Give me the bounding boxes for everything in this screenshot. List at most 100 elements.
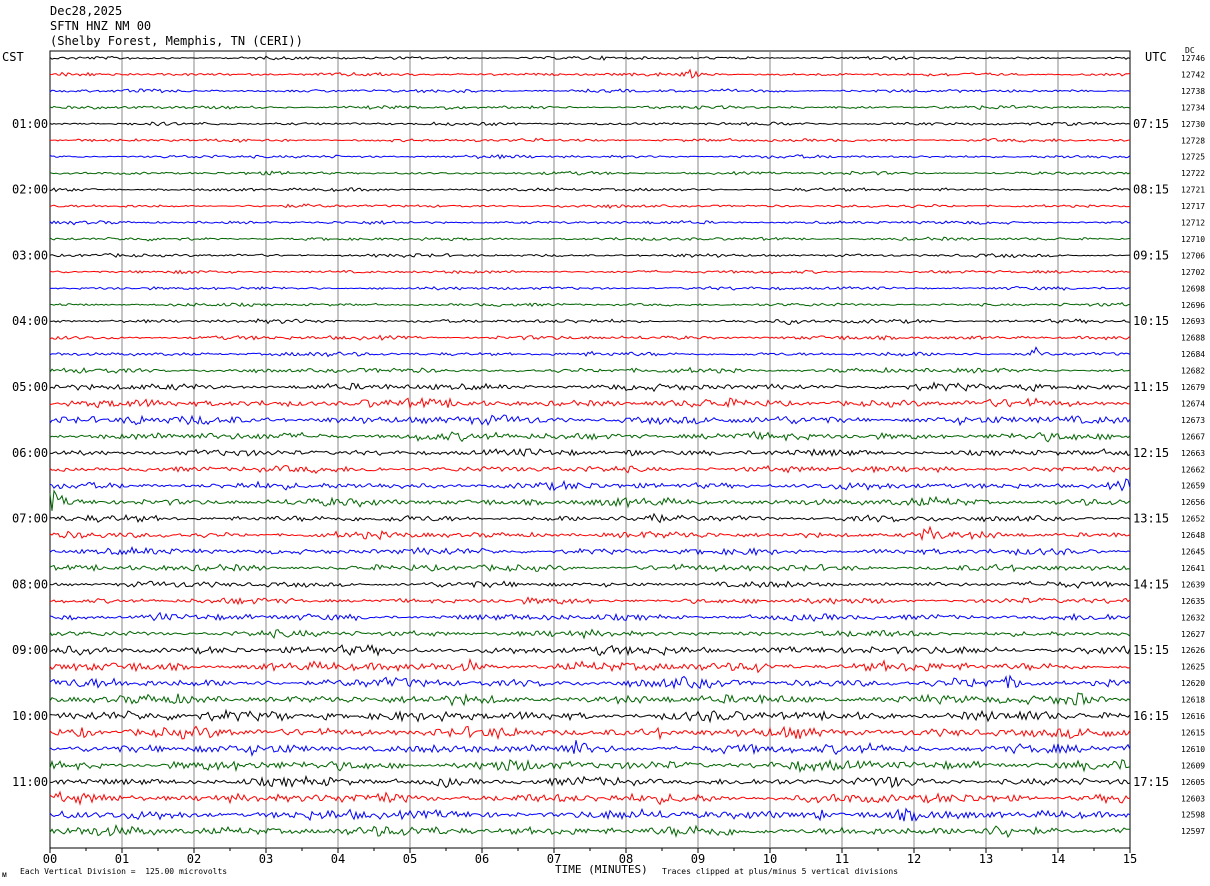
x-axis-title: TIME (MINUTES): [555, 863, 648, 876]
trace-row-45: [49, 774, 1131, 789]
dc-value-label: 12605: [1181, 778, 1205, 787]
dc-value-label: 12610: [1181, 745, 1205, 754]
trace-row-19: [49, 346, 1131, 358]
dc-value-label: 12662: [1181, 465, 1205, 474]
trace-row-34: [49, 596, 1131, 606]
right-hour-label: 13:15: [1133, 512, 1169, 526]
trace-row-22: [49, 396, 1130, 410]
right-hour-label: 17:15: [1133, 775, 1169, 789]
dc-value-label: 12603: [1181, 794, 1205, 803]
x-tick-label: 06: [475, 852, 489, 866]
dc-value-label: 12615: [1181, 728, 1205, 737]
left-hour-label: 04:00: [12, 314, 48, 328]
trace-row-41: [49, 708, 1131, 724]
x-tick-label: 11: [835, 852, 849, 866]
trace-row-29: [49, 512, 1131, 524]
dc-label: DC: [1185, 46, 1195, 55]
dc-value-label: 12702: [1181, 268, 1205, 277]
x-tick-label: 02: [187, 852, 201, 866]
trace-row-43: [49, 740, 1131, 757]
dc-value-label: 12712: [1181, 219, 1205, 228]
dc-value-label: 12597: [1181, 827, 1205, 836]
dc-value-label: 12698: [1181, 284, 1205, 293]
right-hour-label: 12:15: [1133, 446, 1169, 460]
trace-row-20: [49, 366, 1131, 374]
x-tick-label: 07: [547, 852, 561, 866]
x-tick-label: 04: [331, 852, 345, 866]
trace-row-4: [49, 104, 1131, 110]
dc-value-label: 12710: [1181, 235, 1205, 244]
trace-row-25: [49, 448, 1131, 458]
dc-value-label: 12746: [1181, 54, 1205, 63]
trace-row-40: [49, 692, 1131, 707]
x-tick-label: 03: [259, 852, 273, 866]
header-location: (Shelby Forest, Memphis, TN (CERI)): [50, 34, 303, 48]
dc-value-label: 12639: [1181, 580, 1205, 589]
dc-value-label: 12632: [1181, 613, 1205, 622]
x-tick-label: 15: [1123, 852, 1137, 866]
header-station: SFTN HNZ NM 00: [50, 19, 152, 33]
dc-value-label: 12696: [1181, 301, 1205, 310]
left-hour-label: 01:00: [12, 117, 48, 131]
trace-row-11: [49, 219, 1131, 226]
dc-value-label: 12734: [1181, 103, 1205, 112]
dc-value-label: 12659: [1181, 482, 1205, 491]
right-hour-label: 10:15: [1133, 314, 1169, 328]
x-tick-label: 00: [43, 852, 57, 866]
dc-value-label: 12693: [1181, 317, 1205, 326]
dc-value-label: 12682: [1181, 367, 1205, 376]
left-hour-label: 03:00: [12, 248, 48, 262]
trace-row-10: [49, 203, 1131, 209]
trace-row-37: [49, 644, 1131, 657]
trace-row-12: [49, 236, 1131, 242]
x-tick-label: 01: [115, 852, 129, 866]
left-hour-label: 07:00: [12, 512, 48, 526]
trace-row-24: [49, 430, 1131, 443]
trace-row-9: [49, 187, 1131, 193]
trace-row-15: [49, 285, 1131, 291]
right-hour-label: 16:15: [1133, 709, 1169, 723]
trace-row-27: [49, 478, 1131, 492]
clip-note: Traces clipped at plus/minus 5 vertical …: [662, 867, 899, 876]
trace-row-6: [49, 137, 1131, 143]
trace-row-36: [49, 628, 1131, 640]
left-hour-label: 02:00: [12, 183, 48, 197]
trace-row-31: [49, 545, 1131, 557]
right-hour-label: 08:15: [1133, 183, 1169, 197]
trace-row-21: [49, 381, 1131, 393]
trace-row-7: [49, 154, 1131, 160]
trace-row-44: [49, 758, 1131, 774]
axis-labels: 00 01 02 03 04 05 06 07 08 09 10 11 12 13 14 15 12746 127…: [12, 54, 1205, 866]
trace-row-17: [49, 318, 1131, 325]
dc-value-label: 12641: [1181, 564, 1205, 573]
trace-row-30: [49, 525, 1131, 542]
trace-row-48: [49, 824, 1131, 839]
trace-row-35: [49, 611, 1131, 623]
trace-row-16: [49, 301, 1131, 308]
dc-value-label: 12618: [1181, 696, 1205, 705]
trace-row-3: [49, 88, 1131, 94]
dc-value-label: 12684: [1181, 350, 1205, 359]
scale-mark: ᴍ: [2, 870, 7, 879]
dc-value-label: 12706: [1181, 251, 1205, 260]
dc-value-label: 12598: [1181, 811, 1205, 820]
dc-value-label: 12609: [1181, 761, 1205, 770]
right-timezone-label: UTC: [1145, 50, 1167, 64]
x-tick-label: 05: [403, 852, 417, 866]
x-tick-label: 09: [691, 852, 705, 866]
dc-value-label: 12673: [1181, 416, 1205, 425]
x-tick-label: 13: [979, 852, 993, 866]
right-hour-label: 14:15: [1133, 577, 1169, 591]
dc-value-label: 12625: [1181, 663, 1205, 672]
trace-row-14: [49, 269, 1131, 275]
trace-row-46: [49, 790, 1131, 806]
trace-row-28: [49, 489, 1131, 511]
dc-value-label: 12738: [1181, 87, 1205, 96]
dc-value-label: 12627: [1181, 630, 1205, 639]
dc-value-label: 12717: [1181, 202, 1205, 211]
x-tick-label: 12: [907, 852, 921, 866]
trace-row-18: [49, 334, 1131, 341]
trace-row-38: [49, 657, 1131, 674]
x-tick-label: 14: [1051, 852, 1065, 866]
